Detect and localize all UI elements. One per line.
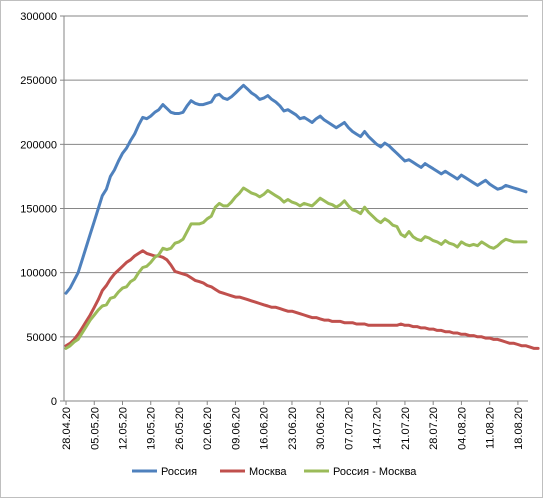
- y-tick-label: 0: [51, 396, 57, 408]
- series-line-2: [64, 249, 540, 350]
- x-tick-label: 18.08.20: [513, 407, 525, 450]
- y-tick-label: 150000: [20, 204, 57, 216]
- legend-label: Россия: [161, 466, 197, 478]
- x-tick-label: 23.06.20: [287, 407, 299, 450]
- x-tick-label: 11.08.20: [485, 407, 497, 449]
- y-tick-label: 50000: [26, 332, 57, 344]
- x-tick-label: 14.07.20: [372, 407, 384, 450]
- x-tick-label: 28.07.20: [428, 407, 440, 450]
- x-tick-label: 19.05.20: [146, 407, 158, 450]
- x-tick-label: 21.07.20: [400, 407, 412, 450]
- series-line-1: [64, 83, 528, 295]
- y-tick-label: 300000: [20, 11, 57, 23]
- legend-label: Россия - Москва: [333, 466, 417, 478]
- x-tick-label: 28.04.20: [61, 407, 73, 450]
- gridlines: [64, 15, 528, 402]
- y-tick-label: 250000: [20, 75, 57, 87]
- x-tick-label: 09.06.20: [230, 407, 242, 450]
- x-tick-label: 30.06.20: [315, 407, 327, 450]
- x-tick-label: 26.05.20: [174, 407, 186, 450]
- x-tick-label: 07.07.20: [343, 407, 355, 450]
- x-axis: 28.04.20 05.05.20 12.05.20 19.05.20 26.05.20…: [61, 400, 543, 450]
- x-tick-label: 04.08.20: [456, 407, 468, 450]
- x-tick-label: 12.05.20: [118, 407, 130, 450]
- series-line-3: [64, 186, 528, 350]
- y-tick-label: 200000: [20, 139, 57, 151]
- series-lines: [64, 83, 540, 350]
- x-tick-label: 05.05.20: [89, 407, 101, 450]
- legend-label: Москва: [249, 466, 287, 478]
- y-tick-label: 100000: [20, 268, 57, 280]
- legend: Россия Москва Россия - Москва: [132, 466, 417, 478]
- x-tick-label: 25.08.20: [541, 407, 542, 450]
- y-axis: 0 50000 100000 150000 200000 250000 300000: [20, 11, 65, 408]
- x-tick-label: 02.06.20: [202, 407, 214, 450]
- x-tick-label: 16.06.20: [259, 407, 271, 450]
